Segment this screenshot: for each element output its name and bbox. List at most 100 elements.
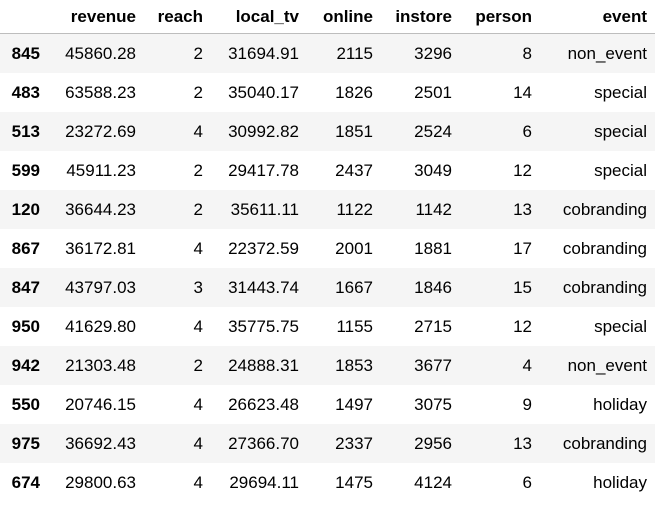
cell-event: non_event <box>567 356 647 375</box>
cell-revenue: 36172.81 <box>65 239 136 258</box>
table-row: 550 20746.15 4 26623.48 1497 3075 9 holiday <box>0 385 655 424</box>
cell-event: special <box>594 317 647 336</box>
cell-event: holiday <box>593 395 647 414</box>
index-header <box>0 0 48 34</box>
table-row: 867 36172.81 4 22372.59 2001 1881 17 cobranding <box>0 229 655 268</box>
cell-instore: 4124 <box>414 473 452 492</box>
column-header-person: person <box>460 0 540 34</box>
cell-instore: 3049 <box>414 161 452 180</box>
cell-local-tv: 24888.31 <box>228 356 299 375</box>
cell-revenue: 45860.28 <box>65 44 136 63</box>
cell-revenue: 43797.03 <box>65 278 136 297</box>
cell-reach: 4 <box>193 473 203 492</box>
cell-online: 1475 <box>335 473 373 492</box>
row-index: 120 <box>11 200 40 219</box>
cell-revenue: 21303.48 <box>65 356 136 375</box>
cell-person: 6 <box>522 473 532 492</box>
cell-local-tv: 29694.11 <box>229 473 299 492</box>
cell-reach: 2 <box>193 161 203 180</box>
row-index: 942 <box>11 356 40 375</box>
cell-event: cobranding <box>562 200 647 219</box>
table-row: 950 41629.80 4 35775.75 1155 2715 12 special <box>0 307 655 346</box>
table-row: 674 29800.63 4 29694.11 1475 4124 6 holiday <box>0 463 655 502</box>
column-header-online: online <box>307 0 381 34</box>
cell-local-tv: 27366.70 <box>228 434 299 453</box>
cell-local-tv: 35775.75 <box>228 317 299 336</box>
cell-instore: 1142 <box>415 200 452 219</box>
cell-revenue: 20746.15 <box>65 395 136 414</box>
cell-local-tv: 29417.78 <box>228 161 299 180</box>
cell-event: special <box>594 83 647 102</box>
row-index: 513 <box>11 122 40 141</box>
cell-event: cobranding <box>562 278 647 297</box>
cell-online: 1497 <box>335 395 373 414</box>
cell-person: 6 <box>522 122 532 141</box>
row-index: 950 <box>11 317 40 336</box>
cell-online: 2115 <box>336 44 373 63</box>
cell-person: 12 <box>513 161 532 180</box>
table-row: 513 23272.69 4 30992.82 1851 2524 6 special <box>0 112 655 151</box>
row-index: 867 <box>11 239 40 258</box>
cell-instore: 3677 <box>414 356 452 375</box>
cell-local-tv: 26623.48 <box>228 395 299 414</box>
table-header: revenue reach local_tv online instore pe… <box>0 0 655 34</box>
table-row: 845 45860.28 2 31694.91 2115 3296 8 non_event <box>0 33 655 73</box>
cell-reach: 4 <box>193 239 203 258</box>
cell-local-tv: 30992.82 <box>228 122 299 141</box>
cell-online: 2337 <box>335 434 373 453</box>
cell-person: 12 <box>513 317 532 336</box>
cell-person: 13 <box>513 434 532 453</box>
cell-online: 2001 <box>335 239 373 258</box>
cell-reach: 4 <box>193 395 203 414</box>
cell-person: 17 <box>513 239 532 258</box>
cell-instore: 3075 <box>414 395 452 414</box>
row-index: 845 <box>11 44 40 63</box>
cell-local-tv: 31443.74 <box>228 278 299 297</box>
cell-local-tv: 31694.91 <box>228 44 299 63</box>
row-index: 674 <box>11 473 40 492</box>
cell-online: 1155 <box>336 317 373 336</box>
cell-instore: 2715 <box>414 317 452 336</box>
cell-instore: 2956 <box>414 434 452 453</box>
cell-revenue: 41629.80 <box>65 317 136 336</box>
table-row: 120 36644.23 2 35611.11 1122 1142 13 cobranding <box>0 190 655 229</box>
row-index: 483 <box>11 83 40 102</box>
row-index: 599 <box>11 161 40 180</box>
column-header-reach: reach <box>144 0 211 34</box>
cell-online: 1853 <box>335 356 373 375</box>
cell-instore: 3296 <box>414 44 452 63</box>
cell-online: 1826 <box>335 83 373 102</box>
cell-revenue: 63588.23 <box>65 83 136 102</box>
cell-revenue: 36644.23 <box>65 200 136 219</box>
cell-reach: 4 <box>193 317 203 336</box>
column-header-revenue: revenue <box>48 0 144 34</box>
column-header-instore: instore <box>381 0 460 34</box>
table-body: 845 45860.28 2 31694.91 2115 3296 8 non_event 48… <box>0 33 655 502</box>
cell-event: cobranding <box>562 434 647 453</box>
row-index: 847 <box>11 278 40 297</box>
cell-online: 1851 <box>335 122 373 141</box>
cell-person: 4 <box>522 356 532 375</box>
cell-person: 14 <box>513 83 532 102</box>
cell-revenue: 23272.69 <box>65 122 136 141</box>
cell-event: special <box>594 122 647 141</box>
cell-reach: 2 <box>193 83 203 102</box>
cell-revenue: 45911.23 <box>66 161 136 180</box>
cell-reach: 4 <box>193 122 203 141</box>
header-row: revenue reach local_tv online instore pe… <box>0 0 655 34</box>
row-index: 550 <box>11 395 40 414</box>
cell-online: 1122 <box>336 200 373 219</box>
cell-event: special <box>594 161 647 180</box>
cell-event: non_event <box>567 44 647 63</box>
cell-person: 9 <box>522 395 532 414</box>
column-header-local-tv: local_tv <box>211 0 307 34</box>
cell-instore: 1881 <box>414 239 452 258</box>
cell-online: 2437 <box>335 161 373 180</box>
column-header-event: event <box>540 0 655 34</box>
cell-revenue: 36692.43 <box>65 434 136 453</box>
cell-reach: 2 <box>193 356 203 375</box>
cell-reach: 2 <box>193 44 203 63</box>
cell-instore: 1846 <box>414 278 452 297</box>
cell-event: cobranding <box>562 239 647 258</box>
